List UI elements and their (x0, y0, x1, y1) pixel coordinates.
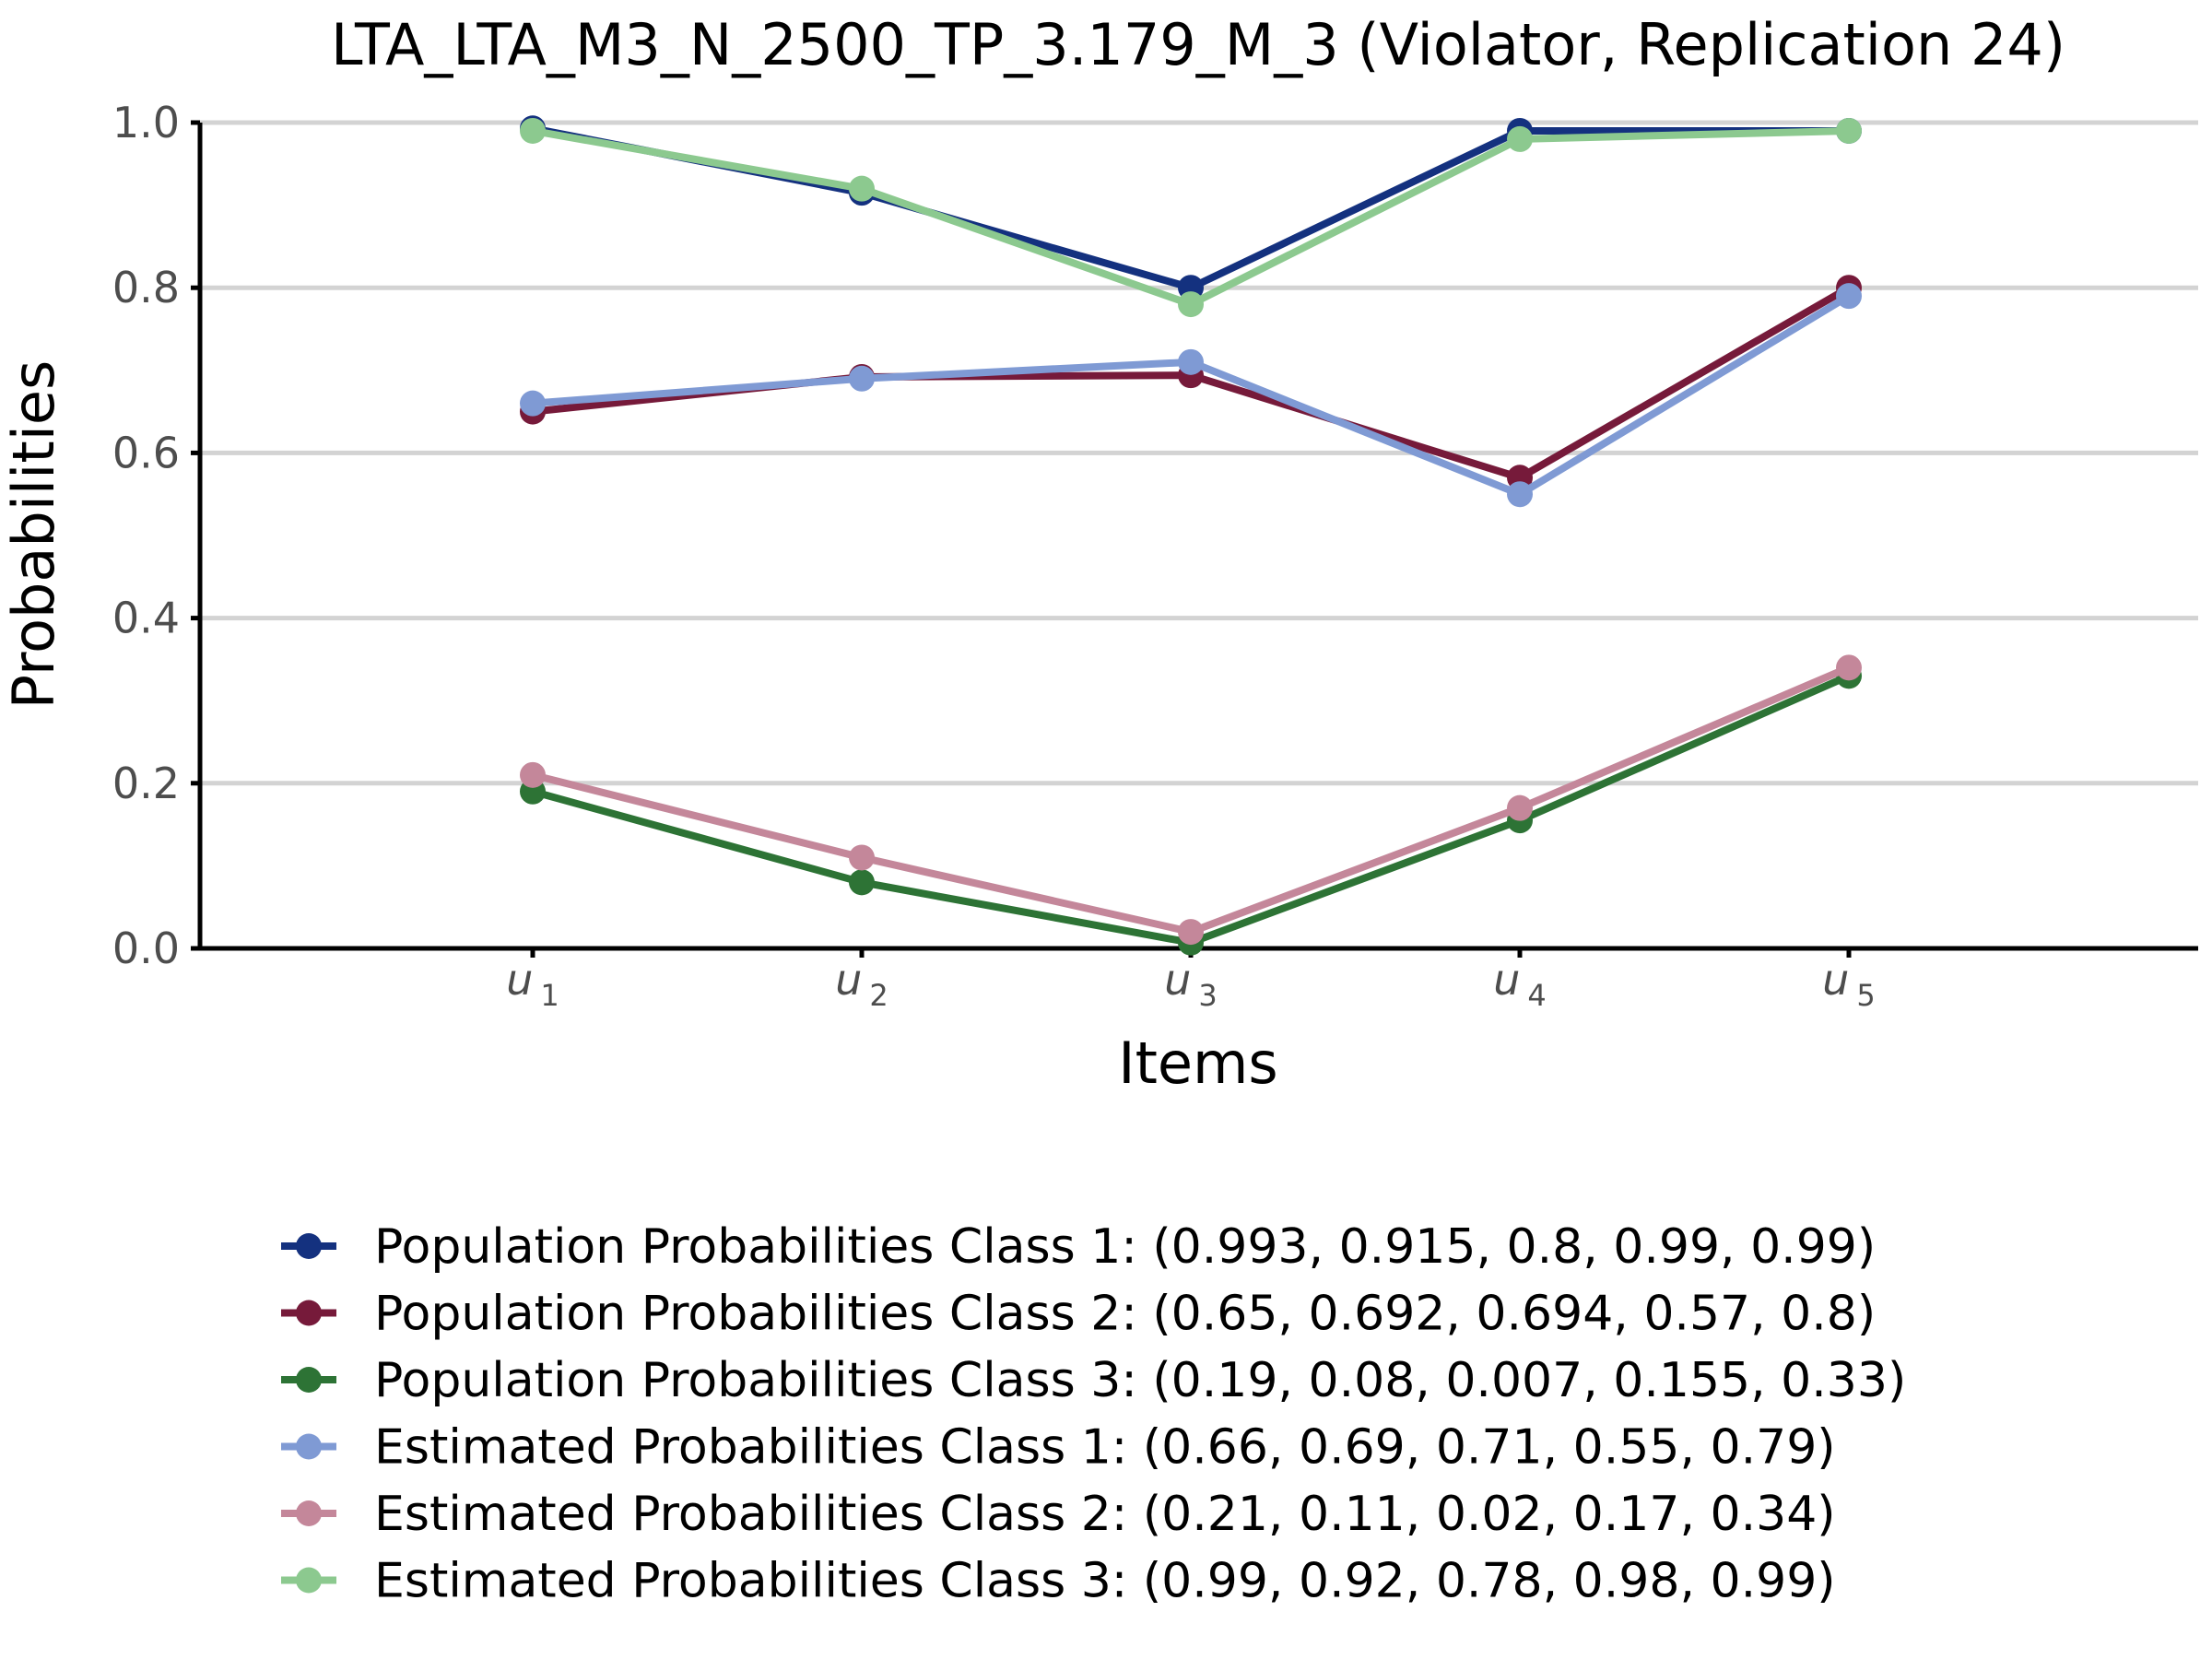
y-tick-label: 1.0 (112, 98, 180, 147)
series-4 (520, 283, 1862, 508)
series-line (529, 664, 1853, 936)
series-line (529, 672, 1853, 947)
legend-key-point (296, 1300, 322, 1326)
data-point (520, 117, 546, 144)
y-tick-label: 0.8 (112, 263, 180, 312)
grid-layer (200, 120, 2198, 786)
series-1 (520, 115, 1862, 301)
chart-title: LTA_LTA_M3_N_2500_TP_3.179_M_3 (Violator… (331, 11, 2065, 78)
data-point (849, 175, 875, 202)
y-axis-title: Probabilities (0, 360, 67, 710)
legend-item: Estimated Probabilities Class 1: (0.66, … (281, 1420, 1836, 1476)
legend-key-point (296, 1567, 322, 1594)
legend-key-point (296, 1433, 322, 1460)
legend-label: Population Probabilities Class 1: (0.993… (374, 1219, 1876, 1275)
legend-key-point (296, 1500, 322, 1526)
legend-label: Estimated Probabilities Class 1: (0.66, … (374, 1420, 1836, 1476)
data-point (1507, 794, 1533, 821)
series-6 (520, 117, 1862, 318)
data-point (520, 390, 546, 417)
series-5 (520, 654, 1862, 946)
data-point (1178, 291, 1204, 318)
series-line (529, 124, 1853, 292)
series-layer (520, 115, 1862, 956)
legend-label: Population Probabilities Class 2: (0.65,… (374, 1287, 1876, 1342)
legend-item: Population Probabilities Class 3: (0.19,… (281, 1353, 1906, 1408)
data-point (1178, 348, 1204, 375)
data-point (1507, 125, 1533, 152)
legend-label: Population Probabilities Class 3: (0.19,… (374, 1353, 1906, 1408)
series-line (529, 292, 1853, 499)
y-tick-label: 0.6 (112, 428, 180, 477)
legend-item: Estimated Probabilities Class 2: (0.21, … (281, 1487, 1836, 1542)
data-point (1836, 283, 1862, 310)
legend: Population Probabilities Class 1: (0.993… (281, 1219, 1906, 1609)
data-point (1836, 117, 1862, 144)
data-point (849, 844, 875, 871)
y-tick-label: 0.4 (112, 594, 180, 643)
legend-label: Estimated Probabilities Class 3: (0.99, … (374, 1554, 1836, 1609)
legend-item: Estimated Probabilities Class 3: (0.99, … (281, 1554, 1836, 1609)
x-axis-title: Items (1118, 1030, 1277, 1097)
axes-layer: 0.0 0.2 0.4 0.6 0.8 1.0 u 1 u 2 u 3 u 4 u 5 (112, 98, 2198, 1013)
legend-label: Estimated Probabilities Class 2: (0.21, … (374, 1487, 1836, 1542)
series-3 (520, 663, 1862, 956)
data-point (1178, 919, 1204, 946)
data-point (849, 869, 875, 896)
data-point (1507, 481, 1533, 508)
legend-item: Population Probabilities Class 2: (0.65,… (281, 1287, 1876, 1342)
legend-item: Population Probabilities Class 1: (0.993… (281, 1219, 1876, 1275)
data-point (1836, 654, 1862, 681)
y-tick-label: 0.0 (112, 924, 180, 973)
data-point (520, 761, 546, 788)
data-point (849, 365, 875, 392)
legend-key-point (296, 1367, 322, 1393)
legend-key-point (296, 1233, 322, 1259)
y-tick-label: 0.2 (112, 759, 180, 808)
